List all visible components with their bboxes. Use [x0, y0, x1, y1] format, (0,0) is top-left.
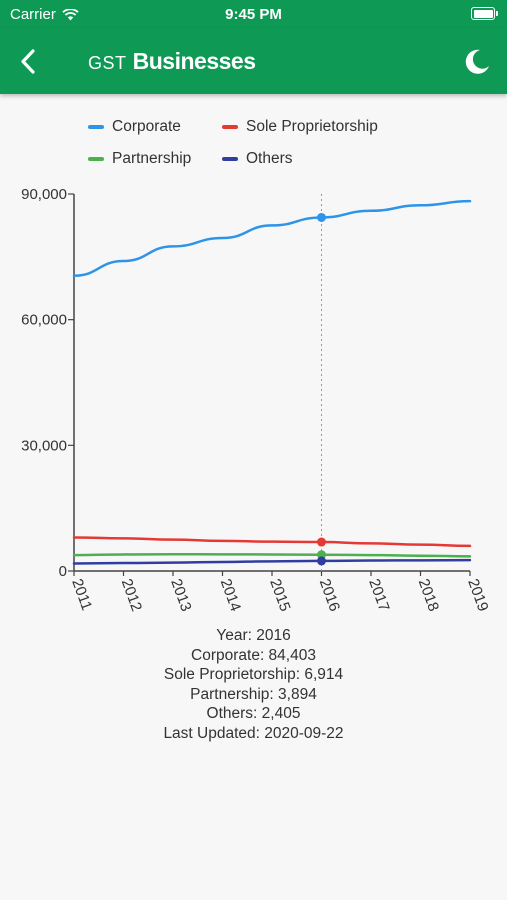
- moon-icon: [465, 49, 489, 74]
- info-corporate: Corporate: 84,403: [191, 646, 316, 664]
- legend-item-corporate[interactable]: Corporate: [88, 118, 181, 136]
- info-year: Year: 2016: [216, 627, 291, 644]
- legend-item-others[interactable]: Others: [222, 150, 293, 168]
- app-bar: GST Businesses: [0, 28, 507, 94]
- info-sole-proprietorship: Sole Proprietorship: 6,914: [163, 666, 344, 683]
- info-partnership: Partnership: 3,894: [190, 685, 317, 703]
- wifi-icon: [62, 8, 79, 20]
- y-tick-label: 90,000: [21, 186, 67, 203]
- x-tick-label: 2018: [415, 577, 442, 614]
- legend-swatch-corporate: [88, 125, 104, 129]
- highlight-point-others: [317, 556, 326, 566]
- legend-swatch-others: [222, 157, 238, 161]
- y-tick-label: 30,000: [21, 437, 67, 454]
- series-line-corporate: [72, 199, 472, 277]
- legend-swatch-partnership: [88, 157, 104, 161]
- x-tick-label: 2012: [118, 577, 145, 614]
- x-tick-label: 2016: [316, 577, 343, 614]
- series-line-partnership: [72, 552, 472, 558]
- line-chart[interactable]: 0 30,000 60,000 90,000 2011 2012 2013 2014 2015 2…: [0, 180, 507, 625]
- highlight-point-sole-proprietorship: [317, 537, 326, 547]
- highlight-point-corporate: [317, 212, 326, 222]
- title-main: Businesses: [132, 48, 256, 74]
- highlight-point-partnership: [317, 550, 326, 560]
- back-button[interactable]: [12, 44, 48, 80]
- x-tick-label: 2014: [217, 577, 244, 614]
- title-prefix: GST: [88, 53, 127, 73]
- series-line-sole-proprietorship: [72, 536, 472, 548]
- legend-label-corporate: Corporate: [112, 118, 181, 135]
- legend-item-sole-proprietorship[interactable]: Sole Proprietorship: [222, 118, 378, 136]
- x-tick-label: 2019: [464, 577, 491, 614]
- page-title: GST Businesses: [88, 48, 256, 75]
- x-tick-label: 2015: [266, 577, 293, 614]
- chevron-left-icon: [21, 49, 35, 74]
- y-tick-label: 60,000: [21, 312, 67, 329]
- info-others: Others: 2,405: [206, 705, 301, 722]
- status-time: 9:45 PM: [225, 6, 282, 23]
- battery-icon: [471, 7, 498, 20]
- legend-swatch-sole-proprietorship: [222, 125, 238, 129]
- info-last-updated: Last Updated: 2020-09-22: [163, 724, 344, 742]
- x-tick-label: 2013: [167, 577, 194, 614]
- legend-label-sole-proprietorship: Sole Proprietorship: [246, 118, 378, 135]
- x-tick-label: 2011: [68, 577, 95, 613]
- legend-label-others: Others: [246, 150, 293, 167]
- x-tick-label: 2017: [365, 577, 392, 614]
- status-bar: Carrier 9:45 PM: [0, 0, 507, 28]
- y-tick-label: 0: [59, 563, 67, 580]
- legend-item-partnership[interactable]: Partnership: [88, 150, 191, 168]
- series-line-others: [72, 558, 472, 565]
- legend-label-partnership: Partnership: [112, 150, 192, 167]
- theme-toggle-button[interactable]: [461, 46, 493, 78]
- carrier-indicator: Carrier: [10, 6, 79, 23]
- carrier-label: Carrier: [10, 6, 56, 23]
- selection-info: Year: 2016 Corporate: 84,403 Sole Propri…: [0, 626, 507, 743]
